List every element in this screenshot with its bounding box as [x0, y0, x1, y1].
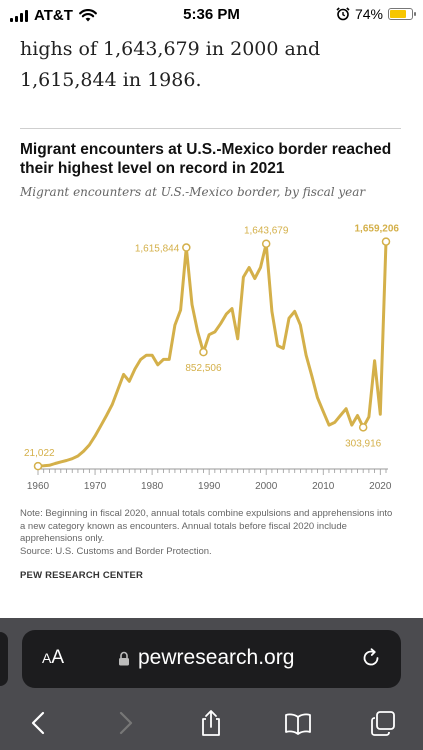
bookmarks-icon[interactable] [283, 708, 313, 738]
data-point-marker [358, 423, 368, 432]
x-tick-label: 1970 [84, 481, 107, 492]
x-tick-label: 1980 [141, 481, 164, 492]
chart-note: Note: Beginning in fiscal 2020, annual t… [20, 508, 400, 558]
alarm-clock-icon [336, 7, 350, 21]
cellular-signal-icon [10, 9, 28, 22]
carrier-label: AT&T [34, 7, 73, 24]
x-tick-label: 1960 [27, 481, 50, 492]
wifi-icon [78, 9, 97, 22]
lock-icon [119, 651, 129, 665]
article-line: highs of 1,643,679 in 2000 and [20, 38, 321, 60]
chart-credit: PEW RESEARCH CENTER [20, 570, 144, 581]
url-text: pewresearch.org [138, 646, 295, 669]
aa-small: A [42, 650, 52, 666]
data-label: 1,659,206 [355, 224, 400, 235]
data-point-marker [182, 243, 191, 252]
data-label: 1,643,679 [244, 226, 289, 237]
x-tick-label: 2010 [312, 481, 335, 492]
forward-icon[interactable] [110, 708, 140, 738]
line-chart: 1960 1970 1980 1990 2000 2010 2020 21,022 1,615,… [24, 224, 400, 492]
data-label: 852,506 [185, 363, 222, 374]
previous-tab-peek[interactable] [0, 632, 8, 686]
data-point-marker [261, 239, 271, 248]
status-left: AT&T [10, 7, 97, 24]
data-point-marker [33, 461, 43, 471]
x-tick-label: 2020 [369, 481, 392, 492]
chart-title: Migrant encounters at U.S.-Mexico border… [20, 141, 392, 177]
article-line: 1,615,844 in 1986. [20, 69, 202, 91]
back-icon[interactable] [24, 708, 54, 738]
status-bar: AT&T 5:36 PM 74% [0, 0, 423, 32]
chart-subtitle: Migrant encounters at U.S.-Mexico border… [20, 185, 366, 199]
data-label: 1,615,844 [135, 244, 180, 255]
battery-icon [388, 8, 416, 20]
browser-bottom-bar: AA pewresearch.org [0, 618, 423, 750]
chart-source: Source: U.S. Customs and Border Protecti… [20, 545, 212, 557]
data-point-marker [199, 347, 208, 357]
data-point-marker [381, 237, 391, 246]
status-right: 74% [336, 6, 416, 22]
chart-top-rule [20, 128, 401, 129]
browser-toolbar [0, 702, 423, 742]
share-icon[interactable] [196, 708, 226, 738]
status-time: 5:36 PM [183, 6, 240, 23]
article-paragraph: highs of 1,643,679 in 2000 and 1,615,844… [20, 34, 400, 96]
chart-card: Migrant encounters at U.S.-Mexico border… [20, 128, 401, 581]
reload-icon[interactable] [359, 646, 383, 670]
reader-aa-button[interactable]: AA [42, 647, 64, 669]
chart-note-text: Note: Beginning in fiscal 2020, annual t… [20, 508, 393, 544]
x-tick-label: 2000 [255, 481, 278, 492]
x-tick-label: 1990 [198, 481, 221, 492]
data-label: 21,022 [24, 448, 55, 459]
battery-percent: 74% [354, 6, 383, 22]
url-display[interactable]: pewresearch.org [118, 646, 294, 670]
tabs-icon[interactable] [368, 708, 398, 738]
aa-large: A [51, 647, 65, 668]
address-bar[interactable]: AA pewresearch.org [22, 630, 401, 688]
series-line-0 [36, 240, 388, 468]
data-label: 303,916 [345, 438, 382, 449]
